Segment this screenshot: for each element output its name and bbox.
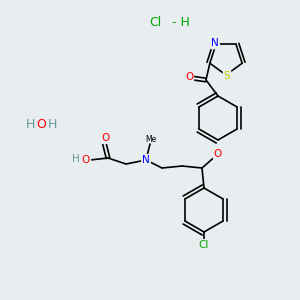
Text: Me: Me bbox=[146, 136, 157, 145]
Text: O: O bbox=[82, 155, 90, 165]
Text: H: H bbox=[47, 118, 57, 131]
Text: - H: - H bbox=[168, 16, 190, 28]
Text: N: N bbox=[211, 38, 219, 48]
Text: O: O bbox=[185, 72, 193, 82]
Text: H: H bbox=[25, 118, 35, 131]
Text: O: O bbox=[214, 149, 222, 159]
Text: O: O bbox=[36, 118, 46, 131]
Text: Cl: Cl bbox=[149, 16, 161, 28]
Text: O: O bbox=[101, 133, 109, 143]
Text: S: S bbox=[224, 71, 230, 81]
Text: N: N bbox=[142, 155, 150, 165]
Text: Cl: Cl bbox=[199, 240, 209, 250]
Text: H: H bbox=[72, 154, 80, 164]
